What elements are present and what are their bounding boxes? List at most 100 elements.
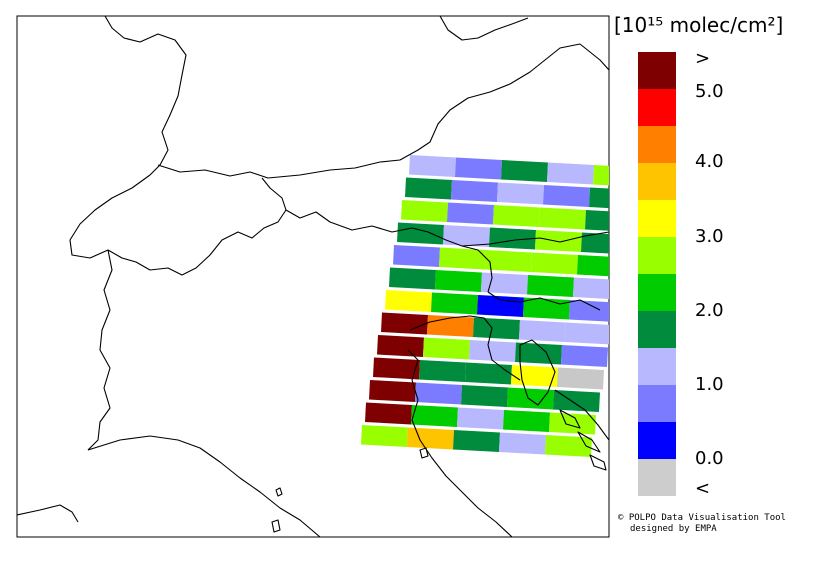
- legend-bin: [638, 348, 676, 385]
- swath-pixel: [549, 412, 596, 435]
- swath-pixel: [411, 405, 458, 427]
- swath-pixel: [589, 187, 609, 209]
- swath-pixel: [447, 202, 494, 225]
- swath-pixel: [407, 427, 454, 450]
- legend-tick-label: 1.0: [695, 374, 724, 395]
- swath-pixel: [565, 322, 609, 345]
- legend-tick-label: 0.0: [695, 448, 724, 469]
- swath-pixel: [485, 250, 532, 272]
- swath-pixel: [581, 232, 609, 254]
- swath-pixel: [577, 255, 609, 277]
- border-germany-czech: [439, 16, 529, 41]
- coast-bottom-left: [17, 504, 79, 523]
- coast-venice: [409, 315, 521, 381]
- swath-pixel: [455, 157, 502, 180]
- legend-tick-label: 3.0: [695, 226, 724, 247]
- swath-pixel: [435, 270, 482, 292]
- swath-pixel: [381, 312, 428, 335]
- swath-pixel: [503, 410, 550, 432]
- legend-bin: [638, 52, 676, 89]
- legend-bin: [638, 126, 676, 163]
- swath-pixel: [497, 182, 544, 205]
- swath-pixel: [401, 200, 448, 222]
- swath-pixel: [547, 162, 594, 185]
- legend-bin: [638, 89, 676, 126]
- swath-pixel: [545, 435, 592, 457]
- border-austria-slovenia: [461, 231, 609, 247]
- lake-1: [419, 447, 429, 459]
- swath-pixel: [561, 345, 608, 367]
- swath-pixel: [409, 155, 456, 177]
- swath-pixel: [457, 407, 504, 430]
- swath-pixel: [373, 357, 420, 380]
- swath-pixel: [507, 387, 554, 410]
- legend-tick-label: 2.0: [695, 300, 724, 321]
- swath-pixel: [481, 272, 528, 295]
- country-borders: [17, 16, 609, 537]
- swath-pixel: [543, 185, 590, 207]
- swath-pixel: [573, 277, 609, 299]
- swath-pixel: [585, 210, 609, 231]
- swath-pixel: [415, 382, 462, 405]
- swath-pixel: [377, 335, 424, 357]
- swath-pixel: [515, 342, 562, 365]
- swath-pixel: [499, 432, 546, 455]
- island-1: [559, 409, 581, 429]
- swath-pixel: [439, 247, 486, 270]
- legend-bin: [638, 200, 676, 237]
- coast-croatia: [554, 389, 609, 441]
- border-slovenia-croatia: [487, 291, 601, 311]
- legend-tick-label: <: [695, 478, 710, 499]
- swath-pixel: [465, 362, 512, 385]
- legend-bin: [638, 274, 676, 311]
- swath-pixel: [431, 292, 478, 315]
- swath-pixel: [443, 225, 490, 247]
- legend-unit-label: [10¹⁵ molec/cm²]: [614, 13, 783, 37]
- swath-pixel: [527, 275, 574, 297]
- swath-pixel: [365, 402, 412, 425]
- swath-pixel: [393, 245, 440, 267]
- swath-pixel: [501, 160, 548, 182]
- swath-pixel: [493, 205, 540, 227]
- legend-bin: [638, 237, 676, 274]
- border-austria-italy: [285, 209, 493, 293]
- coast-istria: [519, 339, 556, 406]
- legend-tick-label: >: [695, 48, 710, 69]
- swath-pixel: [523, 297, 570, 320]
- border-france-italy: [87, 249, 113, 451]
- island-3: [589, 454, 607, 471]
- swath-pixel: [405, 177, 452, 200]
- credit-line-1: © POLPO Data Visualisation Tool: [618, 513, 786, 523]
- swath-pixel: [397, 222, 444, 245]
- swath-pixel: [553, 390, 600, 412]
- island-corsica-tip: [271, 519, 281, 533]
- satellite-swath: [361, 155, 609, 457]
- swath-pixel: [539, 207, 586, 230]
- swath-pixel: [389, 267, 436, 290]
- island-elba: [275, 487, 283, 497]
- swath-pixel: [385, 290, 432, 312]
- swath-pixel: [535, 230, 582, 252]
- swath-pixel: [477, 295, 524, 317]
- legend-colorbar: [638, 52, 676, 496]
- island-2: [577, 431, 601, 453]
- border-germany-austria: [157, 43, 609, 179]
- swath-pixel: [569, 300, 609, 322]
- legend-tick-labels: >5.0 4.0 3.0 2.0 1.0 0.0 <: [695, 48, 724, 499]
- swath-pixel: [453, 430, 500, 452]
- swath-pixel: [419, 360, 466, 382]
- swath-pixel: [593, 165, 609, 186]
- legend-tick-label: 5.0: [695, 81, 724, 102]
- swath-pixel: [361, 425, 408, 447]
- swath-pixel: [423, 337, 470, 360]
- swath-pixel: [469, 340, 516, 362]
- legend-tick-label: 4.0: [695, 151, 724, 172]
- swath-pixel: [461, 385, 508, 407]
- legend-bin: [638, 459, 676, 496]
- legend-bin: [638, 422, 676, 459]
- legend-bin: [638, 385, 676, 422]
- legend-bin: [638, 311, 676, 348]
- swath-pixel: [557, 367, 604, 390]
- coast-ligurian: [87, 435, 321, 537]
